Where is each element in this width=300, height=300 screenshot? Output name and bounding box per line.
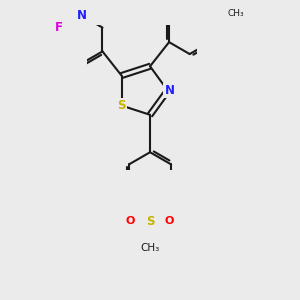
Text: N: N bbox=[77, 9, 87, 22]
Text: O: O bbox=[126, 216, 135, 226]
Text: S: S bbox=[117, 99, 126, 112]
Text: CH₃: CH₃ bbox=[227, 9, 244, 18]
Text: N: N bbox=[164, 84, 174, 97]
Text: S: S bbox=[146, 214, 154, 228]
Text: CH₃: CH₃ bbox=[140, 243, 160, 253]
Text: O: O bbox=[165, 216, 174, 226]
Text: F: F bbox=[55, 21, 63, 34]
